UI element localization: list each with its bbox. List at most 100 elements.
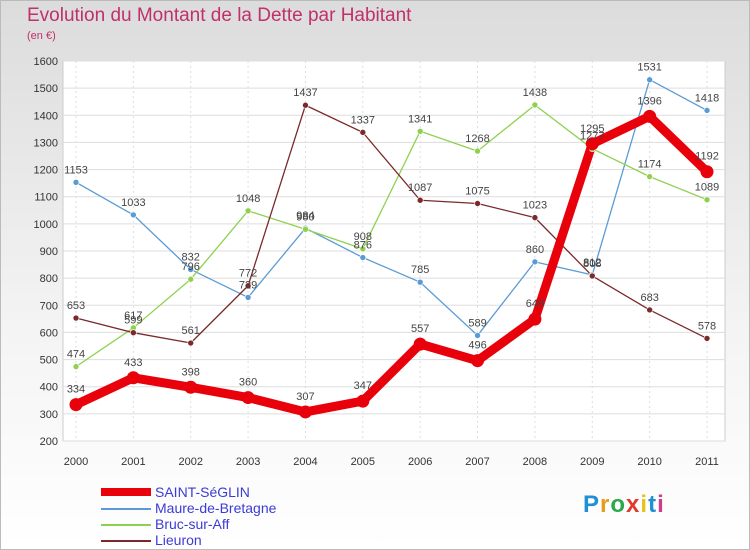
x-tick-label: 2003 [236,456,260,468]
data-point [241,391,255,405]
data-point [531,258,539,266]
data-point [130,329,137,337]
data-point [72,314,80,322]
data-label: 1033 [121,197,145,209]
y-tick-label: 1600 [34,56,58,68]
y-tick-label: 1000 [34,219,58,231]
data-label: 653 [67,300,85,312]
data-label: 496 [468,340,486,352]
data-label: 1048 [236,193,260,205]
data-label: 1337 [351,114,375,126]
legend-item-bruc-sur-aff[interactable]: Bruc-sur-Aff [101,516,401,532]
data-point [302,101,309,109]
logo-letter: P [583,491,601,518]
legend-label: Bruc-sur-Aff [155,516,230,532]
data-label: 1023 [523,200,547,212]
data-point [72,363,80,370]
data-label: 1174 [638,159,662,171]
data-label: 1268 [465,133,489,145]
data-point [244,282,252,290]
data-label: 876 [354,240,372,252]
x-tick-label: 2000 [64,456,88,468]
logo-letter: t [648,491,658,518]
y-tick-label: 1300 [34,137,58,149]
data-label: 433 [124,357,142,369]
legend-item-saint-seglin[interactable]: SAINT-SéGLIN [101,484,401,500]
series-line [75,79,708,337]
data-label: 1438 [523,87,547,99]
legend-item-maure-de-bretagne[interactable]: Maure-de-Bretagne [101,500,401,516]
data-point [703,196,711,203]
data-point [528,312,542,326]
x-tick-label: 2011 [695,456,719,468]
data-label: 729 [239,279,257,291]
x-tick-label: 2005 [351,456,375,468]
data-label: 808 [583,258,601,270]
data-point [72,179,80,186]
data-point [69,398,83,412]
y-tick-label: 1100 [34,192,58,204]
data-point [416,196,424,204]
data-label: 1437 [293,87,317,99]
series-line [75,104,708,368]
data-label: 1277 [580,131,604,143]
data-point [359,129,367,136]
y-tick-label: 900 [40,246,58,258]
data-point [703,107,711,114]
data-point [531,214,539,221]
data-label: 649 [526,298,544,310]
data-label: 1295 [580,123,604,135]
data-point [474,200,481,207]
data-point [471,354,485,368]
data-label: 908 [354,231,372,243]
chart-unit: (en €) [27,30,56,42]
data-label: 785 [411,264,429,276]
x-tick-label: 2008 [523,456,547,468]
y-tick-label: 600 [40,327,58,339]
data-label: 1075 [465,186,489,198]
proxiti-logo[interactable]: Proxiti [583,491,665,519]
data-point [184,380,198,394]
y-tick-label: 400 [40,382,58,394]
x-tick-label: 2010 [637,456,661,468]
data-label: 347 [354,380,372,392]
legend-item-lieuron[interactable]: Lieuron [101,532,401,548]
x-tick-label: 2002 [178,456,202,468]
data-point [416,278,424,286]
data-label: 1153 [64,164,88,176]
data-label: 599 [124,315,142,327]
y-tick-label: 1500 [34,83,58,95]
data-point [474,332,481,339]
data-point [359,245,367,253]
data-label: 1192 [695,151,719,163]
data-point [298,405,312,419]
legend-label: Maure-de-Bretagne [155,500,277,516]
data-label: 578 [698,320,716,332]
data-label: 589 [468,317,486,329]
data-label: 617 [124,310,142,322]
data-label: 334 [67,384,85,396]
data-label: 984 [296,210,314,222]
y-tick-label: 1400 [34,110,58,122]
data-point [646,306,653,314]
data-label: 1341 [408,113,432,125]
data-point [413,337,427,351]
data-point [356,394,370,408]
data-label: 980 [296,211,314,223]
x-tick-label: 2004 [293,456,317,468]
data-label: 683 [640,292,658,304]
data-label: 1531 [637,62,661,74]
data-point [126,371,140,385]
legend-label: SAINT-SéGLIN [155,484,250,500]
x-tick-label: 2006 [408,456,432,468]
y-tick-label: 700 [40,300,58,312]
data-point [531,101,539,109]
logo-letter: i [640,491,649,518]
data-point [302,225,309,233]
data-point [646,76,653,84]
data-point [643,109,657,123]
logo-letter: x [626,491,641,518]
x-tick-label: 2009 [580,456,604,468]
legend-swatch [101,540,151,542]
data-point [244,294,252,301]
